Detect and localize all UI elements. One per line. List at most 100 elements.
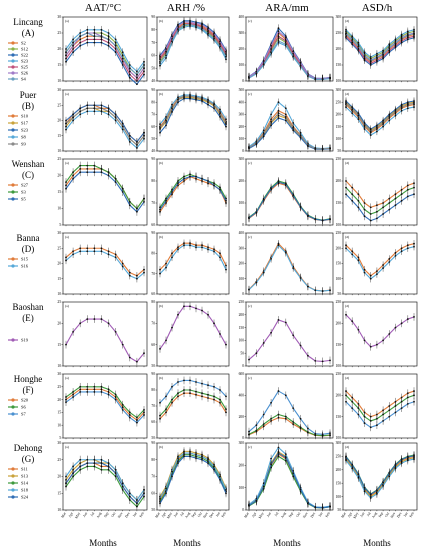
data-point [270,51,272,54]
data-point [270,187,272,190]
panel-frame [245,301,334,367]
data-point [321,78,324,81]
y-tick-label: 100 [239,201,245,205]
data-point [292,334,295,337]
data-point [321,148,324,150]
data-point [329,77,331,80]
y-tick-label: 15 [57,411,61,415]
x-tick-label: Sep [191,511,197,518]
data-point [369,345,372,348]
data-point [100,35,103,38]
data-point [255,429,258,432]
y-tick-label: 30 [57,231,61,235]
legend-station-label: S9 [21,142,27,147]
data-point [351,39,354,41]
data-point [207,248,209,251]
series-line [345,102,415,133]
data-point [277,413,280,416]
panel-tag: (d) [345,161,350,165]
data-point [86,38,89,41]
data-point [255,72,258,75]
y-tick-label: 25 [57,300,61,304]
data-point [277,446,280,449]
data-point [93,164,96,167]
data-point [314,359,317,362]
y-tick-label: 25 [57,157,61,161]
region-legends: Lincang(A)S2S12S22S23S25S26S4Puer(B)S10S… [8,17,45,500]
data-point [351,396,354,399]
data-point [382,413,384,416]
legend-station-label: S2 [21,41,26,46]
data-point [195,390,197,393]
data-point [394,197,397,200]
data-point [65,482,67,485]
panel-tag: (d) [345,92,350,96]
y-tick-label: 100 [336,223,342,227]
y-tick-label: 50 [151,508,155,512]
series-s5 [159,172,227,214]
series-line [248,319,331,362]
panel-frame [342,89,418,152]
data-point [400,322,403,325]
data-point [284,251,287,254]
data-point [284,115,287,118]
panel-tag: (a) [65,376,70,380]
legend-swatch-marker [11,135,15,139]
panel-tag: (d) [345,376,350,380]
x-tick-label: Dec [124,511,131,518]
data-point [107,174,110,177]
y-tick-label: 250 [336,231,342,235]
panel-dehong-c: (c) 0 100 200 300 Mar Apr May Jun Jul Aug Sep Oct Nov… [239,441,334,519]
data-point [213,468,215,471]
data-point [107,393,110,396]
data-point [165,487,167,490]
data-point [107,465,110,468]
data-point [93,35,96,38]
data-point [128,495,131,498]
region-code: (D) [22,244,35,254]
data-point [363,215,366,218]
data-point [219,398,221,401]
y-tick-label: 500 [239,88,245,92]
y-tick-label: 10 [57,292,61,296]
y-tick-label: 50 [151,436,155,440]
legend-swatch-marker [11,338,15,342]
series-line [65,110,145,149]
data-point [219,45,221,48]
data-point [351,320,354,323]
data-point [357,114,360,117]
x-tick-label: May [352,511,359,519]
legend-puer: Puer(B) S10 S17 S23 S8 S9 [8,90,36,147]
series-s16 [159,241,227,278]
y-tick-label: 80 [151,458,155,462]
x-title-aat: Months [89,538,117,548]
data-point [363,415,366,418]
data-point [400,400,403,403]
y-tick-label: 50 [337,292,341,296]
series-s24 [159,452,227,508]
panel-tag: (b) [159,304,164,308]
x-tick-label: Sep [288,511,294,518]
data-point [262,413,265,416]
data-point [225,268,227,271]
y-tick-label: 200 [336,322,342,326]
series-s7 [159,376,227,407]
data-point [65,122,67,125]
y-tick-label: 70 [151,475,155,479]
y-tick-label: 40 [151,79,155,83]
series-line [159,450,227,497]
data-point [171,191,173,193]
series-line [345,35,415,64]
data-point [189,379,191,382]
data-point [165,124,167,127]
y-tick-label: 300 [336,441,342,445]
data-point [219,252,221,255]
data-point [136,416,138,419]
data-point [201,27,203,30]
legend-station-label: S17 [21,121,29,126]
series-line [248,181,331,221]
data-point [363,208,366,211]
data-point [270,463,272,466]
data-point [201,458,203,461]
x-tick-label: Mar [60,511,67,519]
